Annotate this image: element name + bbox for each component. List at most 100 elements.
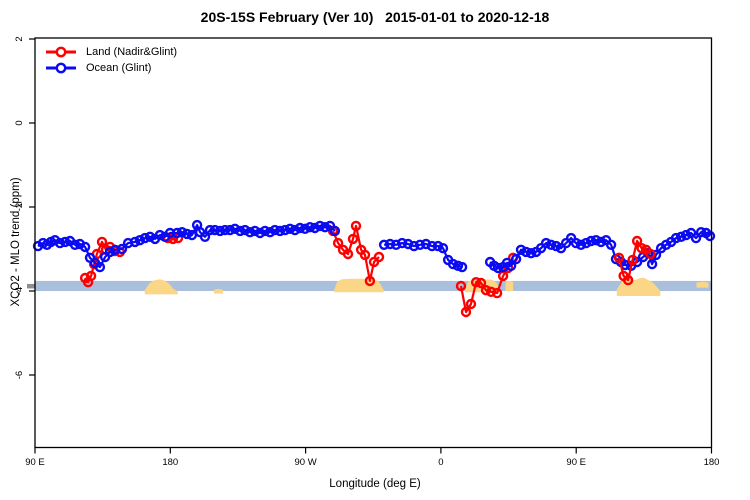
legend-entry-ocean: Ocean (Glint) [44, 60, 177, 76]
land-series-line [331, 224, 380, 282]
ocean-series-marker [314, 220, 326, 232]
ocean-series-marker [309, 222, 321, 234]
land-series-marker [622, 274, 634, 286]
ocean-series-marker [171, 227, 183, 239]
shaded-region [696, 281, 709, 288]
ocean-series-marker [154, 229, 166, 241]
ocean-series-marker [408, 240, 420, 252]
land-series-marker [645, 248, 656, 260]
ocean-series-marker [520, 246, 532, 258]
ocean-series-marker [299, 223, 311, 235]
land-series-marker [491, 287, 503, 299]
ocean-series-marker [555, 242, 567, 254]
y-tick-label: -2 [14, 203, 25, 211]
ocean-series-marker [426, 240, 438, 252]
legend-label-land: Land (Nadir&Glint) [86, 46, 178, 58]
ocean-series-marker [550, 240, 562, 252]
ocean-series-marker [646, 258, 658, 270]
ocean-series-marker [319, 221, 331, 233]
ocean-series-marker [94, 261, 106, 273]
y-tick-label: -4 [14, 287, 25, 295]
ocean-series-marker [269, 224, 281, 236]
y-tick-label: -6 [14, 371, 25, 379]
ocean-series-marker [229, 223, 241, 235]
ocean-series-marker [437, 242, 449, 254]
y-tick-label: 2 [14, 36, 25, 41]
ocean-series-marker [214, 225, 226, 237]
legend-entry-land: Land (Nadir&Glint) [44, 44, 177, 60]
land-series-marker [96, 236, 108, 248]
ocean-series-marker [432, 240, 444, 252]
ocean-series-marker [456, 261, 468, 273]
x-tick-label: 180 [162, 457, 178, 468]
land-series-marker [465, 298, 477, 310]
ocean-series-marker [329, 225, 341, 237]
ocean-series-marker [545, 239, 557, 251]
ocean-series-marker [234, 225, 246, 237]
ocean-series-marker [59, 236, 71, 248]
ocean-series-marker [176, 226, 188, 238]
ocean-series-marker [249, 225, 261, 237]
ocean-series-marker [384, 238, 396, 250]
ocean-series-marker [264, 226, 276, 238]
ocean-series-marker [396, 237, 408, 249]
land-series-marker [627, 254, 638, 266]
shaded-region [334, 278, 384, 293]
shaded-region [505, 280, 514, 291]
ocean-series-marker [181, 228, 193, 240]
ocean-series-marker [690, 232, 702, 244]
ocean-series-marker [144, 231, 156, 243]
legend: Land (Nadir&Glint) Ocean (Glint) [44, 44, 177, 76]
ocean-series-marker [69, 239, 81, 251]
land-series-marker [613, 252, 625, 263]
ocean-series-marker [204, 224, 216, 236]
land-series-marker [350, 220, 362, 232]
ocean-series-marker [279, 224, 291, 236]
land-series-marker [475, 277, 487, 289]
ocean-series-marker [378, 239, 390, 251]
ocean-series-marker [139, 232, 151, 244]
ocean-series-marker [675, 231, 687, 243]
ocean-series-marker [259, 225, 271, 237]
ocean-series-marker [104, 246, 116, 258]
x-tick-label: 0 [438, 457, 443, 468]
land-series-marker [373, 251, 385, 263]
x-axis-title: Longitude (deg E) [329, 478, 421, 490]
ocean-series-marker [695, 226, 707, 238]
ocean-series-marker [54, 237, 66, 249]
ocean-series-marker [650, 249, 662, 261]
ocean-series-marker [209, 224, 221, 236]
ocean-series-marker [605, 239, 617, 251]
shaded-region [213, 288, 223, 294]
plot-border [34, 37, 713, 449]
ocean-series-marker [447, 258, 459, 270]
ocean-series-marker [116, 243, 128, 255]
shaded-region [616, 277, 661, 296]
land-series-marker [631, 235, 643, 247]
ocean-series-marker [129, 236, 141, 248]
ocean-series-marker [390, 239, 402, 251]
land-series-marker [85, 270, 97, 282]
land-series-glyph [46, 46, 76, 58]
band-axis-mark [27, 283, 35, 289]
ocean-series-marker [289, 224, 301, 236]
ocean-series-marker [704, 230, 716, 242]
ocean-series-marker [294, 222, 306, 234]
ocean-series-marker [274, 225, 286, 237]
land-series-marker [480, 285, 492, 296]
ocean-series-marker [199, 231, 211, 243]
y-axis-title: XCO2 - MLO trend (ppm) [10, 177, 22, 307]
ocean-series-marker [224, 224, 236, 236]
ocean-series-marker [402, 238, 414, 250]
ocean-series-marker [585, 235, 597, 247]
ocean-series-marker [590, 234, 602, 246]
ocean-series-marker [284, 223, 296, 235]
ocean-series-marker [414, 239, 426, 251]
ocean-series-marker [239, 224, 251, 236]
land-series-marker [455, 280, 467, 292]
ocean-series-marker [254, 227, 266, 239]
ocean-series-marker [680, 229, 692, 241]
land-series-marker [342, 248, 354, 260]
